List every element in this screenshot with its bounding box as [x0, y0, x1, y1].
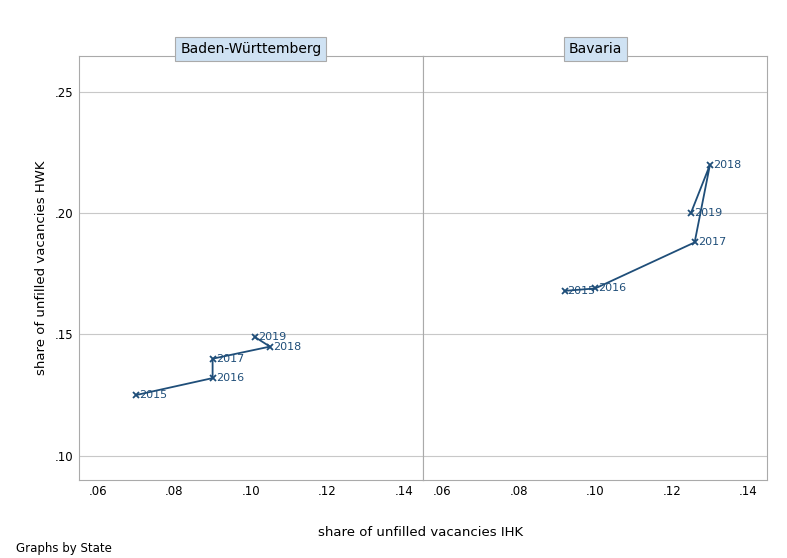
Text: 2015: 2015 [567, 286, 596, 296]
Y-axis label: share of unfilled vacancies HWK: share of unfilled vacancies HWK [35, 161, 48, 375]
Text: Graphs by State: Graphs by State [16, 542, 112, 555]
Text: 2017: 2017 [216, 354, 244, 364]
Text: 2019: 2019 [258, 332, 286, 342]
Text: 2017: 2017 [698, 237, 726, 247]
Title: Bavaria: Bavaria [568, 42, 622, 56]
Text: 2015: 2015 [139, 390, 168, 400]
Text: 2016: 2016 [598, 283, 626, 294]
Text: 2018: 2018 [273, 341, 301, 352]
Text: share of unfilled vacancies IHK: share of unfilled vacancies IHK [319, 526, 523, 540]
Text: 2018: 2018 [713, 160, 741, 170]
Title: Baden-Württemberg: Baden-Württemberg [180, 42, 321, 56]
Text: 2016: 2016 [216, 373, 244, 383]
Text: 2019: 2019 [694, 208, 722, 218]
